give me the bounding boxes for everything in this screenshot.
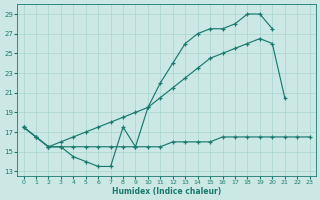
X-axis label: Humidex (Indice chaleur): Humidex (Indice chaleur) (112, 187, 221, 196)
